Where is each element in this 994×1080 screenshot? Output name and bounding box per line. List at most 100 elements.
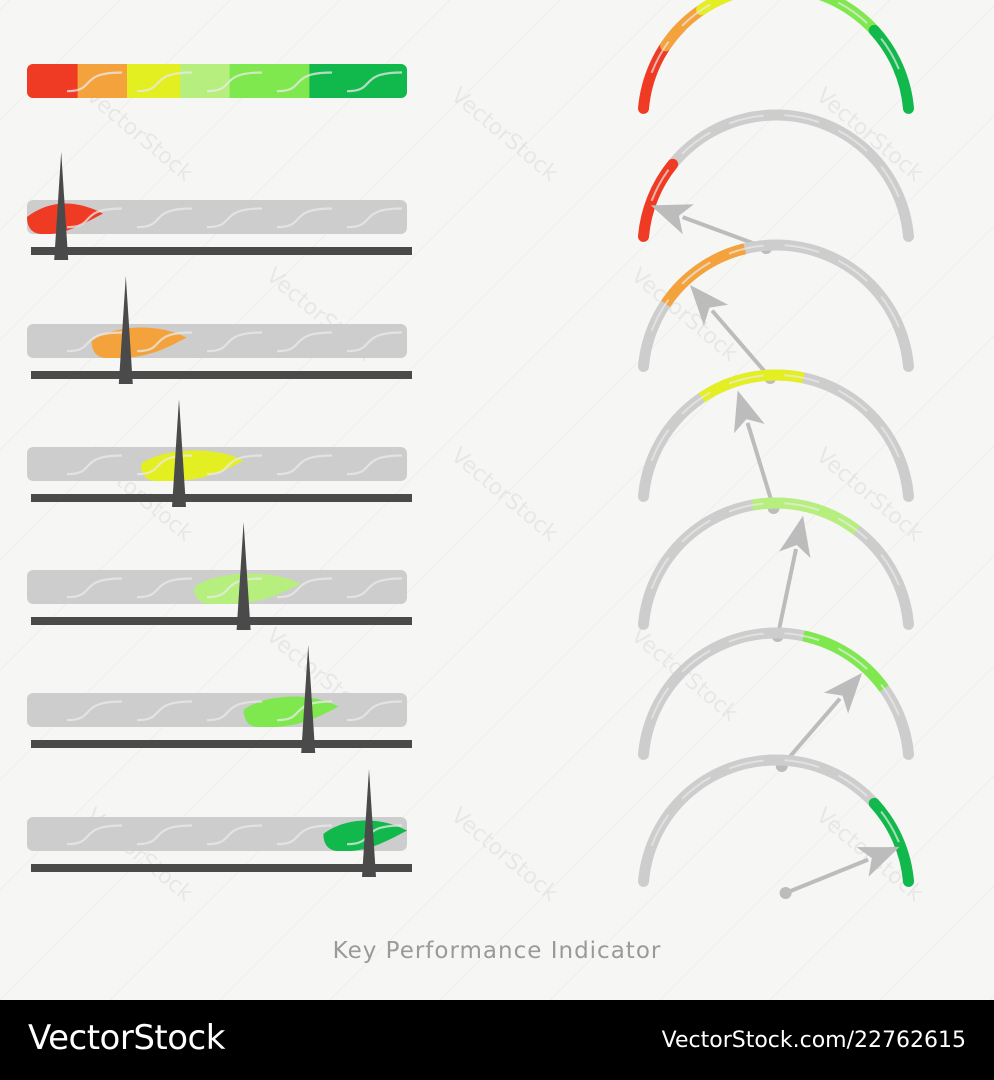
arc-swoosh bbox=[650, 41, 670, 74]
bar-swoosh bbox=[66, 454, 123, 476]
indicator-bar bbox=[27, 152, 412, 260]
arc-needle-head bbox=[650, 204, 694, 235]
caption: Key Performance Indicator bbox=[332, 938, 662, 964]
arc-track bbox=[638, 627, 914, 760]
bar-swoosh bbox=[206, 700, 263, 722]
arc-needle-shaft bbox=[710, 309, 772, 380]
full-scale-bar bbox=[27, 64, 407, 98]
bar-swoosh bbox=[136, 71, 193, 93]
bar-swoosh bbox=[346, 700, 403, 722]
indicator-bar bbox=[27, 645, 412, 753]
arc-swoosh bbox=[880, 295, 900, 328]
arc-swoosh bbox=[681, 519, 711, 543]
footer-bar: VectorStock VectorStock.com/22762615 bbox=[0, 1000, 994, 1080]
arc-swoosh bbox=[837, 129, 868, 152]
indicator-arc bbox=[638, 627, 914, 772]
arc-swoosh bbox=[728, 502, 764, 513]
watermark-text: VectorStock bbox=[81, 83, 198, 187]
watermark-line bbox=[660, 0, 994, 1000]
arc-swoosh bbox=[880, 37, 900, 70]
bar-baseline bbox=[31, 494, 412, 502]
bar-track bbox=[27, 324, 407, 358]
watermark-line bbox=[0, 0, 10, 1000]
arc-swoosh bbox=[784, 114, 820, 124]
arc-needle-head bbox=[734, 390, 765, 434]
arc-needle-pivot bbox=[779, 887, 792, 899]
bar-swoosh bbox=[66, 700, 123, 722]
arc-swoosh bbox=[880, 553, 900, 586]
arc-swoosh bbox=[650, 687, 670, 720]
bar-pointer bbox=[54, 152, 69, 260]
bar-swoosh bbox=[276, 207, 333, 229]
arc-swoosh bbox=[650, 814, 670, 847]
arc-segment bbox=[868, 24, 914, 114]
bar-swoosh bbox=[136, 331, 193, 353]
bar-highlight bbox=[91, 327, 187, 358]
bar-baseline bbox=[31, 740, 412, 748]
arc-swoosh bbox=[728, 244, 764, 255]
arc-track bbox=[638, 497, 914, 630]
bar-pointer bbox=[236, 522, 251, 630]
bar-body bbox=[27, 817, 407, 851]
bar-segment bbox=[309, 64, 407, 98]
arc-swoosh bbox=[728, 114, 764, 125]
bar-body bbox=[27, 200, 407, 234]
arc-swoosh bbox=[784, 244, 820, 254]
bar-swoosh bbox=[276, 331, 333, 353]
bar-swoosh bbox=[206, 331, 263, 353]
bar-pointer bbox=[172, 399, 186, 507]
arc-swoosh bbox=[837, 647, 868, 670]
bar-baseline bbox=[31, 864, 412, 872]
bar-swoosh bbox=[346, 207, 403, 229]
arc-needle-shaft bbox=[780, 697, 842, 768]
arc-segment bbox=[696, 0, 734, 16]
bar-baseline bbox=[31, 617, 412, 625]
arc-swoosh bbox=[681, 3, 711, 27]
bar-swoosh bbox=[206, 71, 263, 93]
arc-swoosh bbox=[728, 374, 764, 385]
arc-needle-shaft bbox=[784, 857, 869, 895]
bar-swoosh bbox=[346, 71, 403, 93]
bar-swoosh bbox=[66, 577, 123, 599]
indicator-bar bbox=[27, 276, 412, 384]
arc-swoosh bbox=[650, 299, 670, 332]
bar-body bbox=[27, 447, 407, 481]
arc-swoosh bbox=[784, 759, 820, 769]
arc-highlight bbox=[802, 630, 889, 692]
bar-swoosh bbox=[206, 454, 263, 476]
arc-swoosh bbox=[880, 165, 900, 198]
bar-swoosh bbox=[276, 577, 333, 599]
arc-highlight bbox=[698, 369, 805, 403]
bar-track bbox=[27, 693, 407, 727]
bar-swoosh bbox=[276, 824, 333, 846]
arc-needle-shaft bbox=[745, 422, 776, 509]
bar-swoosh bbox=[346, 454, 403, 476]
bar-body bbox=[27, 324, 407, 358]
bar-swoosh bbox=[276, 700, 333, 722]
arc-swoosh bbox=[784, 632, 820, 642]
indicator-bar bbox=[27, 399, 412, 507]
arc-swoosh bbox=[837, 1, 868, 24]
indicator-arc bbox=[638, 497, 914, 642]
arc-swoosh bbox=[650, 429, 670, 462]
bar-body bbox=[27, 693, 407, 727]
bar-swoosh bbox=[66, 71, 123, 93]
watermark-line bbox=[990, 0, 994, 1000]
footer-brand: VectorStock bbox=[28, 1018, 225, 1058]
arc-needle-shaft bbox=[775, 548, 798, 637]
bar-swoosh bbox=[66, 824, 123, 846]
arc-swoosh bbox=[784, 374, 820, 384]
bar-swoosh bbox=[66, 331, 123, 353]
arc-swoosh bbox=[784, 502, 820, 512]
bar-swoosh bbox=[66, 207, 123, 229]
bar-pointer bbox=[362, 769, 376, 877]
bar-highlight bbox=[243, 696, 339, 727]
bar-pointer bbox=[118, 276, 133, 384]
bar-pointer bbox=[301, 645, 316, 753]
arc-swoosh bbox=[837, 389, 868, 412]
arc-swoosh bbox=[837, 259, 868, 282]
arc-needle-head bbox=[689, 284, 729, 326]
kpi-illustration: VectorStock VectorStock VectorStockVectorS… bbox=[0, 0, 994, 1000]
arc-needle-head bbox=[823, 672, 863, 714]
footer-image-id: VectorStock.com/22762615 bbox=[661, 1028, 966, 1053]
